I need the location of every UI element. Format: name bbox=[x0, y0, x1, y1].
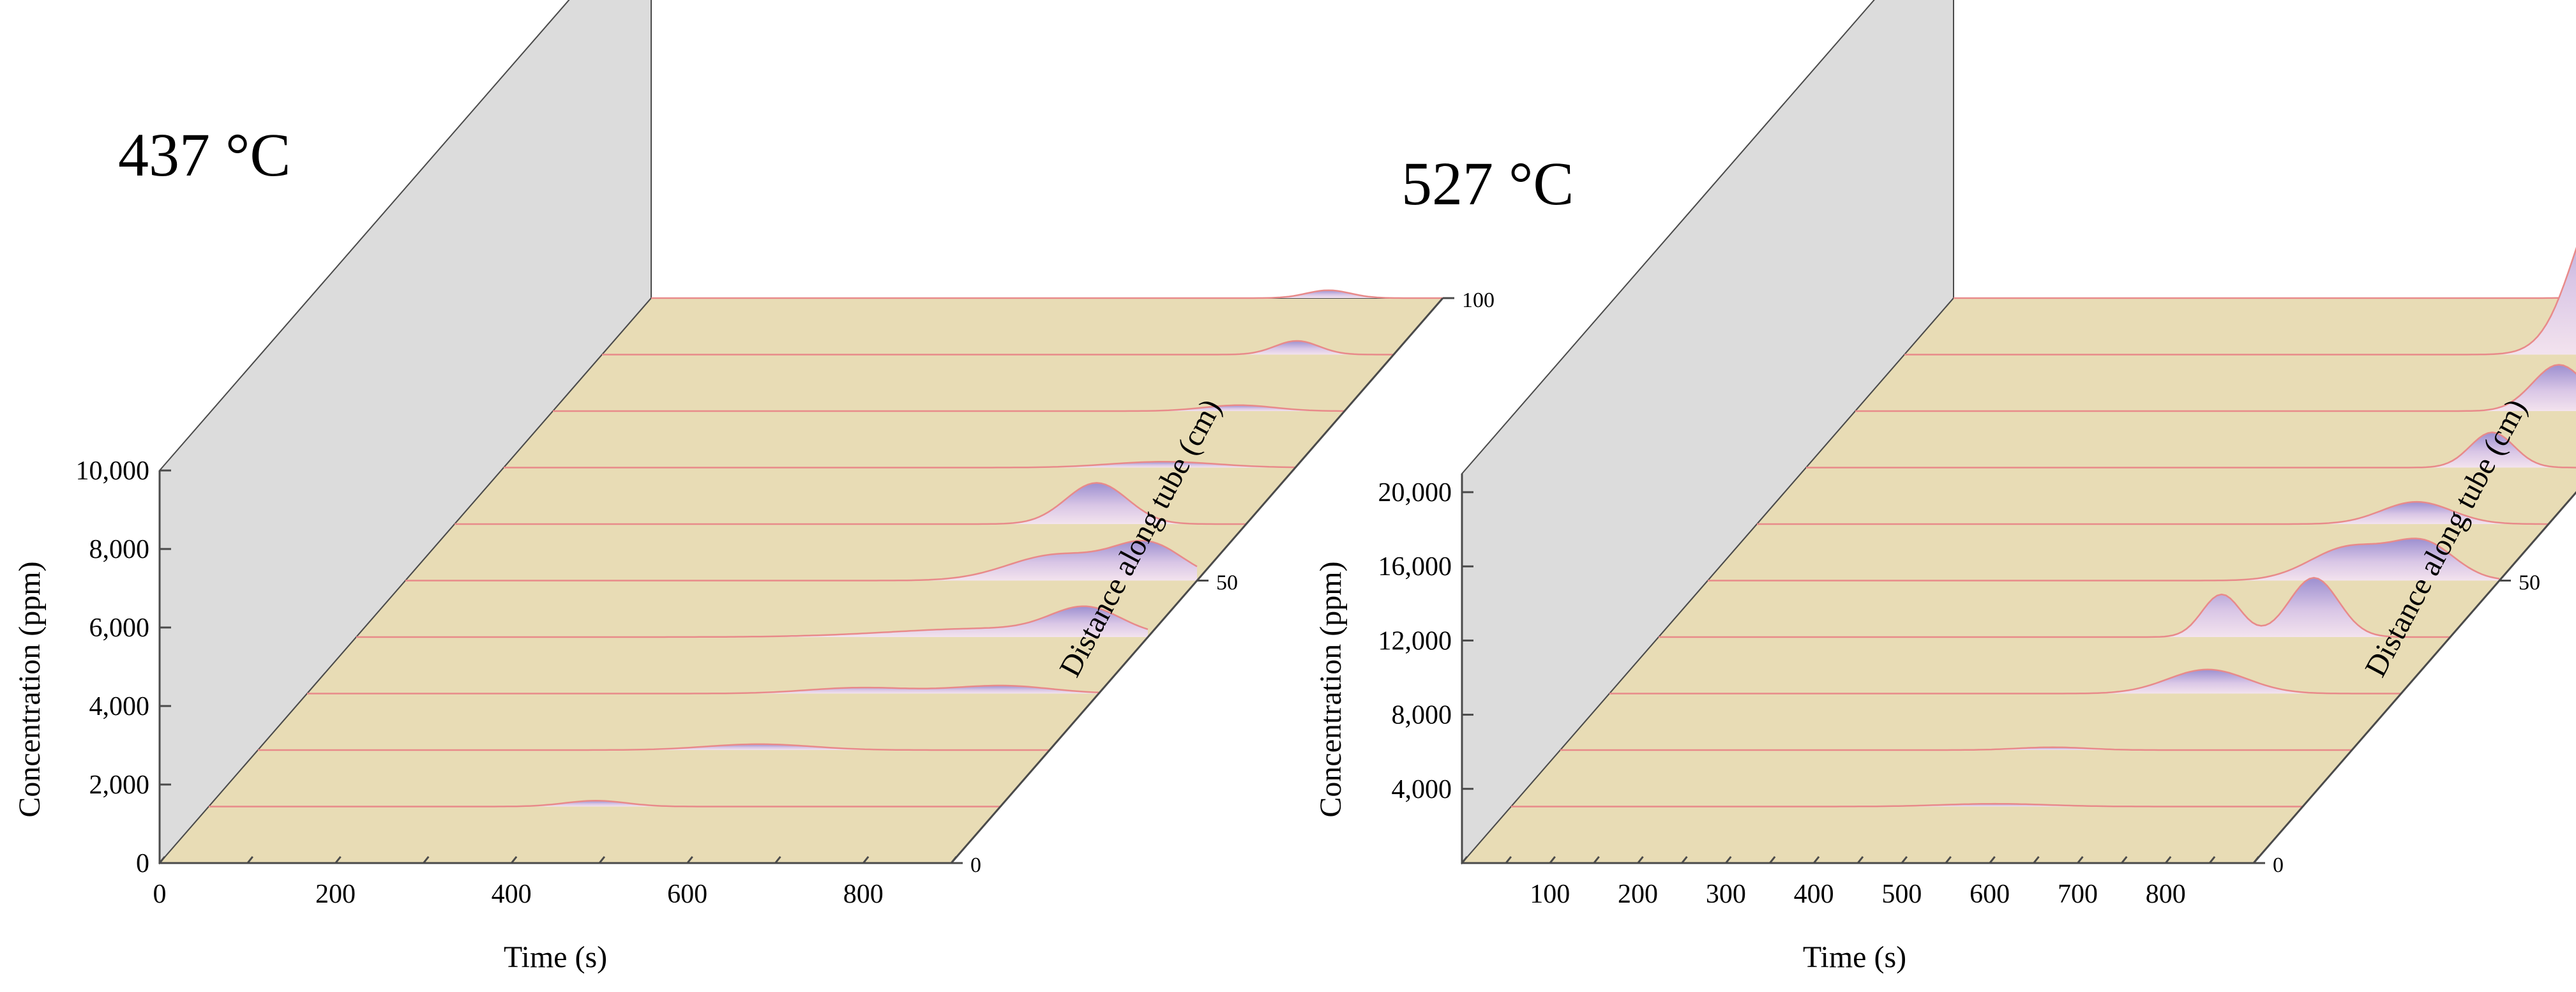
x-minor-tick bbox=[2208, 856, 2216, 864]
x-minor-tick bbox=[1901, 856, 1908, 864]
z-tick-label: 100 bbox=[1462, 289, 1495, 312]
x-axis-title: Time (s) bbox=[1803, 940, 1906, 974]
x-minor-tick bbox=[1549, 856, 1556, 864]
y-tick-label: 4,000 bbox=[89, 692, 150, 721]
x-minor-tick bbox=[1989, 856, 1996, 864]
x-tick-label: 600 bbox=[1970, 880, 2010, 909]
x-minor-tick bbox=[1812, 856, 1820, 864]
y-tick-label: 0 bbox=[136, 849, 149, 878]
y-tick-label: 4,000 bbox=[1392, 775, 1452, 804]
ridge-line-40 bbox=[356, 605, 1149, 638]
x-tick-label: 0 bbox=[153, 880, 167, 909]
x-minor-tick bbox=[686, 856, 693, 864]
x-minor-tick bbox=[1857, 856, 1864, 864]
ridge-line-20 bbox=[1560, 746, 2352, 751]
x-minor-tick bbox=[1593, 856, 1600, 864]
x-tick-label: 300 bbox=[1706, 880, 1746, 909]
z-tick-label: 0 bbox=[970, 853, 981, 877]
ridge-fill-60 bbox=[1757, 502, 2549, 524]
x-axis-title: Time (s) bbox=[504, 940, 607, 974]
x-minor-tick bbox=[158, 856, 166, 864]
y-tick-label: 10,000 bbox=[76, 456, 150, 486]
z-tick-label: 50 bbox=[1216, 571, 1238, 595]
y-tick-label: 16,000 bbox=[1378, 552, 1452, 582]
z-tick-label: 50 bbox=[2519, 571, 2540, 595]
ridge-fill-70 bbox=[1806, 432, 2576, 468]
z-tick-label: 0 bbox=[2273, 853, 2284, 877]
x-tick-label: 100 bbox=[1530, 880, 1570, 909]
ridge-fill-100 bbox=[1954, 296, 2576, 298]
ridge-line-50 bbox=[1708, 537, 2500, 582]
x-tick-label: 800 bbox=[2146, 880, 2186, 909]
panel-527c: 4,000 8,000 12,000 16,000 20,000 100 200 300 400… bbox=[1314, 0, 2576, 974]
ridge-line-90 bbox=[1904, 246, 2576, 356]
x-minor-tick bbox=[1725, 856, 1732, 864]
ridge-fill-50 bbox=[1708, 538, 2499, 581]
x-minor-tick bbox=[2077, 856, 2084, 864]
x-minor-tick bbox=[2033, 856, 2040, 864]
y-axis-title: Concentration (ppm) bbox=[13, 561, 47, 817]
x-minor-tick bbox=[774, 856, 781, 864]
x-minor-tick bbox=[510, 856, 518, 864]
panel-title: 527 °C bbox=[1401, 149, 1574, 218]
ridge-fill-30 bbox=[307, 685, 1099, 694]
x-tick-label: 800 bbox=[843, 880, 884, 909]
y-tick-label: 20,000 bbox=[1378, 478, 1452, 507]
ridge-line-70 bbox=[504, 461, 1296, 469]
ridge-fill-90 bbox=[602, 341, 1394, 355]
y-tick-label: 6,000 bbox=[89, 613, 150, 643]
ridge-line-100 bbox=[1954, 296, 2576, 299]
ridge-line-80 bbox=[553, 404, 1344, 412]
x-tick-label: 400 bbox=[492, 880, 532, 909]
x-minor-tick bbox=[1769, 856, 1776, 864]
ridge-line-90 bbox=[602, 340, 1394, 356]
x-minor-tick bbox=[2121, 856, 2128, 864]
ridge-line-30 bbox=[1609, 668, 2401, 695]
x-minor-tick bbox=[1505, 856, 1512, 864]
ridge-line-50 bbox=[405, 539, 1198, 582]
y-tick-label: 12,000 bbox=[1378, 626, 1452, 656]
x-minor-tick bbox=[598, 856, 606, 864]
ridge-line-80 bbox=[1855, 364, 2576, 412]
y-tick-label: 8,000 bbox=[89, 535, 150, 564]
x-minor-tick bbox=[1681, 856, 1688, 864]
x-minor-tick bbox=[1945, 856, 1952, 864]
ridge-line-10 bbox=[209, 800, 1000, 808]
ridge-line-30 bbox=[307, 684, 1099, 695]
ridge-fill-80 bbox=[553, 405, 1344, 411]
x-tick-label: 700 bbox=[2058, 880, 2098, 909]
y-tick-label: 2,000 bbox=[89, 770, 150, 800]
x-minor-tick bbox=[1461, 856, 1468, 864]
panel-title: 437 °C bbox=[118, 121, 290, 189]
ridge-line-70 bbox=[1806, 432, 2576, 469]
ridge-fill-100 bbox=[651, 290, 1443, 298]
ridge-line-20 bbox=[258, 743, 1050, 751]
ridge-line-60 bbox=[1757, 500, 2549, 525]
ridge-line-100 bbox=[651, 289, 1443, 299]
x-tick-label: 400 bbox=[1794, 880, 1834, 909]
panel-437c: 0 2,000 4,000 6,000 8,000 10,000 0 200 400 600 800… bbox=[13, 0, 1495, 974]
x-minor-tick bbox=[2165, 856, 2172, 864]
x-minor-tick bbox=[862, 856, 870, 864]
ridge-fill-40 bbox=[1659, 578, 2450, 637]
ridge-line-60 bbox=[455, 482, 1246, 525]
x-tick-label: 200 bbox=[1618, 880, 1658, 909]
ridge-line-40 bbox=[1659, 576, 2450, 638]
x-tick-label: 600 bbox=[667, 880, 707, 909]
x-tick-label: 200 bbox=[315, 880, 356, 909]
ridge-fill-70 bbox=[504, 462, 1295, 468]
x-minor-tick bbox=[1637, 856, 1644, 864]
ridge-fill-10 bbox=[209, 800, 1000, 807]
ridge-fill-50 bbox=[405, 540, 1197, 581]
x-tick-label: 500 bbox=[1881, 880, 1922, 909]
y-tick-label: 8,000 bbox=[1392, 701, 1452, 730]
x-minor-tick bbox=[423, 856, 430, 864]
ridge-fill-30 bbox=[1609, 669, 2401, 694]
ridge-fill-60 bbox=[455, 483, 1246, 524]
ridge-line-10 bbox=[1511, 802, 2303, 808]
x-minor-tick bbox=[246, 856, 253, 864]
y-axis-title: Concentration (ppm) bbox=[1314, 561, 1348, 817]
x-minor-tick bbox=[335, 856, 342, 864]
